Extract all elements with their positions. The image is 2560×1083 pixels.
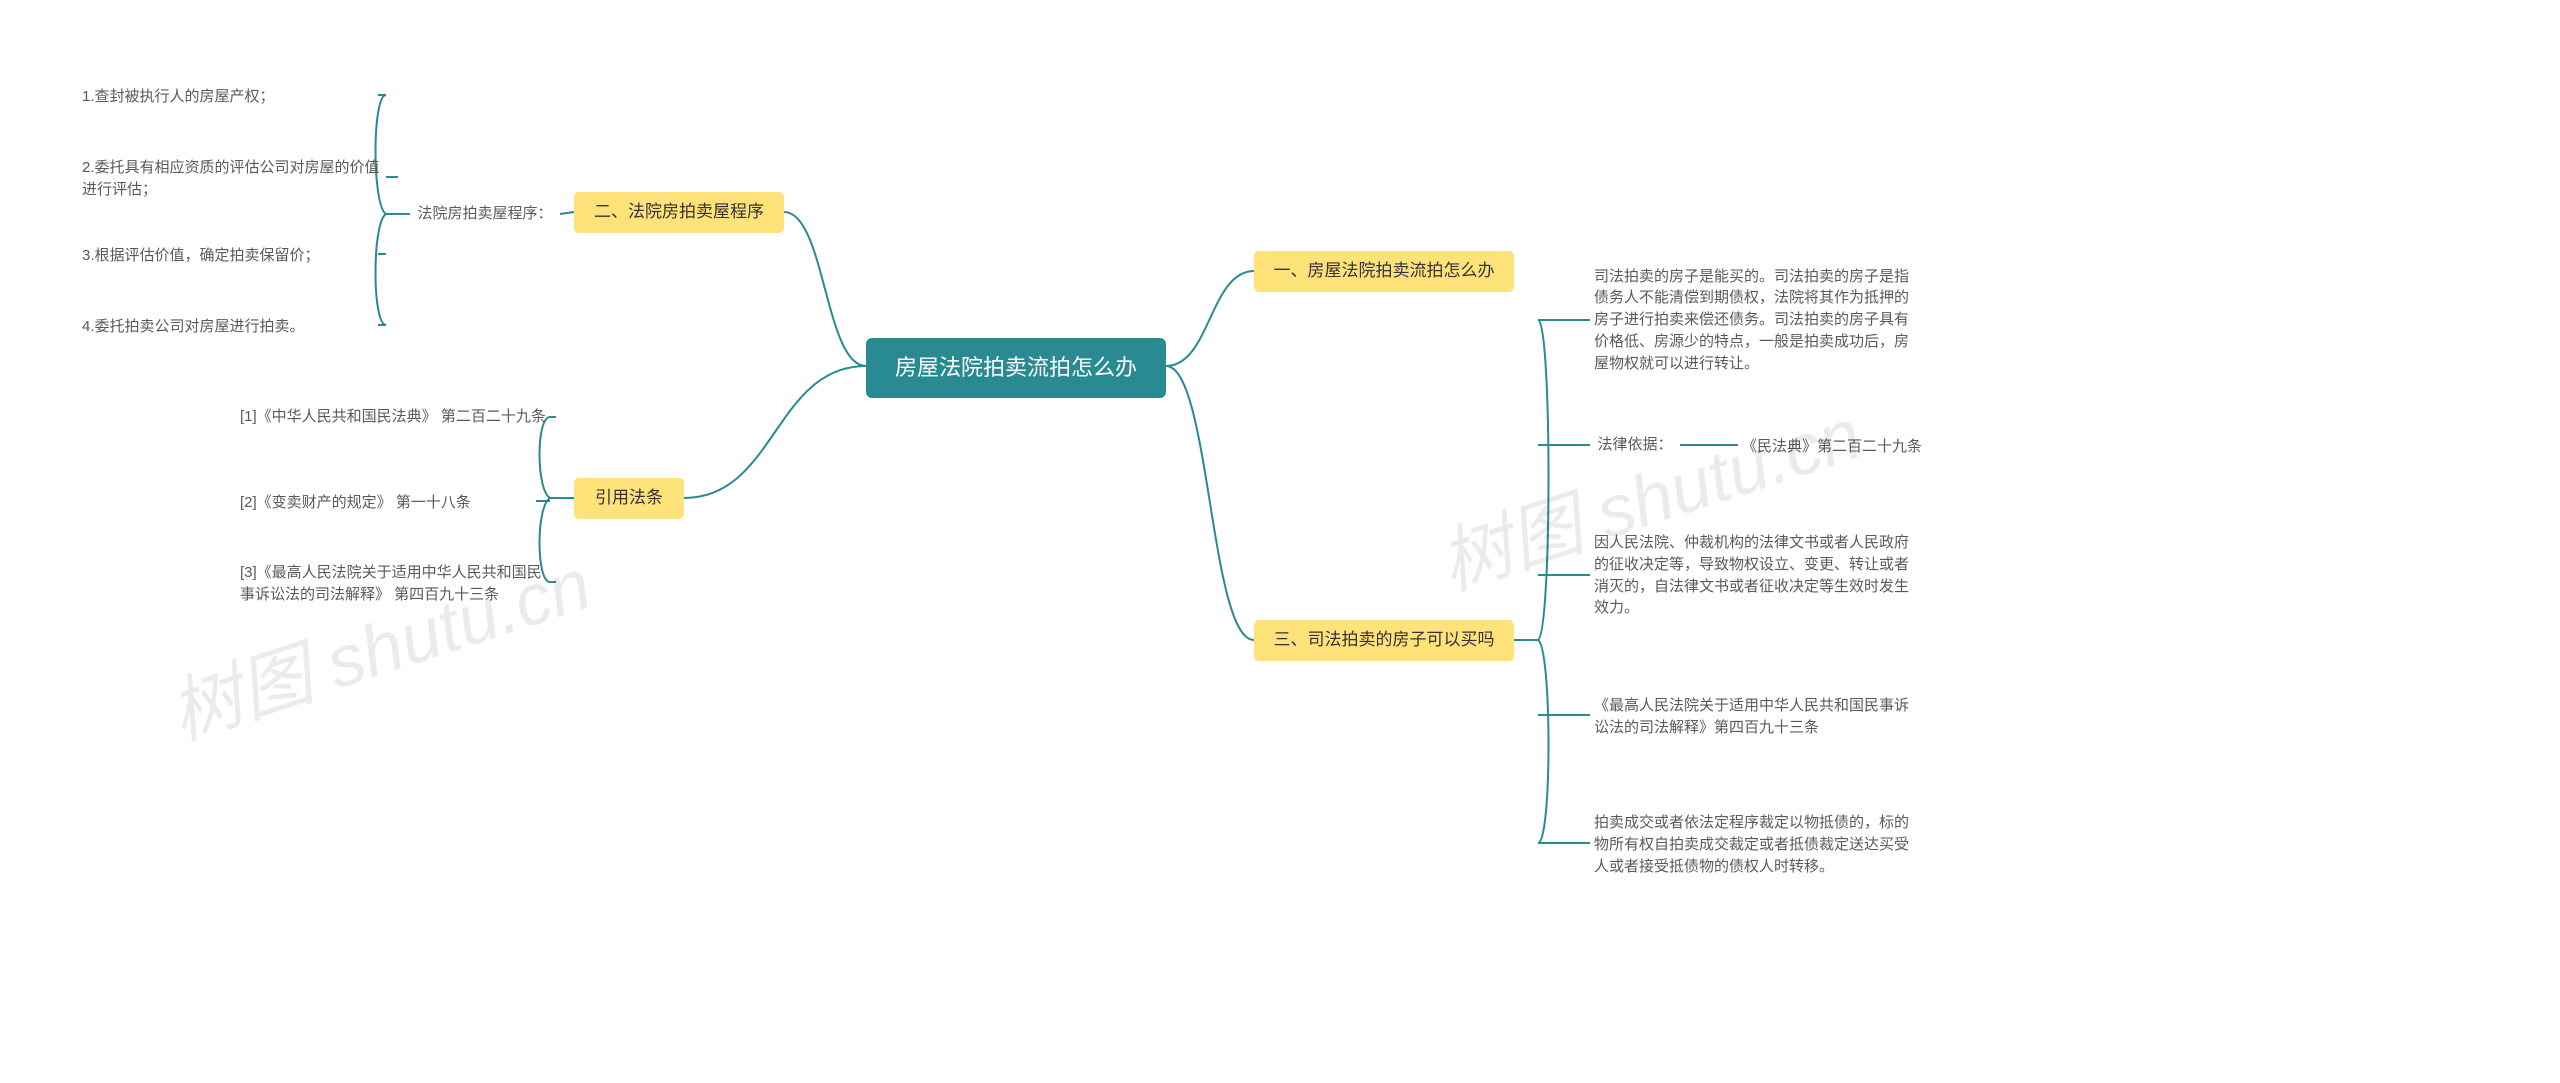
leaf-s3-3: 因人民法院、仲裁机构的法律文书或者人民政府的征收决定等，导致物权设立、变更、转让…	[1590, 530, 1920, 621]
mindmap-root: 房屋法院拍卖流拍怎么办	[866, 338, 1166, 398]
leaf-s2-4: 4.委托拍卖公司对房屋进行拍卖。	[78, 314, 378, 340]
leaf-s2-2: 2.委托具有相应资质的评估公司对房屋的价值进行评估；	[78, 155, 398, 203]
leaf-s3-4: 《最高人民法院关于适用中华人民共和国民事诉讼法的司法解释》第四百九十三条	[1590, 693, 1920, 741]
leaf-s3-1: 司法拍卖的房子是能买的。司法拍卖的房子是指债务人不能清偿到期债权，法院将其作为抵…	[1590, 260, 1920, 380]
leaf-s2-3: 3.根据评估价值，确定拍卖保留价；	[78, 243, 378, 269]
leaf-ref-1: [1]《中华人民共和国民法典》 第二百二十九条	[236, 395, 556, 439]
leaf-ref-3: [3]《最高人民法院关于适用中华人民共和国民事诉讼法的司法解释》 第四百九十三条	[236, 560, 556, 608]
node-section1: 一、房屋法院拍卖流拍怎么办	[1254, 251, 1514, 292]
label-section2-procedure: 法院房拍卖屋程序：	[410, 203, 560, 225]
leaf-s2-1: 1.查封被执行人的房屋产权；	[78, 84, 378, 110]
node-refs: 引用法条	[574, 478, 684, 519]
leaf-ref-2: [2]《变卖财产的规定》 第一十八条	[236, 490, 536, 516]
leaf-s3-5: 拍卖成交或者依法定程序裁定以物抵债的，标的物所有权自拍卖成交裁定或者抵债裁定送达…	[1590, 810, 1920, 879]
label-section3-legal: 法律依据：	[1590, 434, 1680, 456]
node-section2: 二、法院房拍卖屋程序	[574, 192, 784, 233]
node-section3: 三、司法拍卖的房子可以买吗	[1254, 620, 1514, 661]
leaf-s3-2: 《民法典》第二百二十九条	[1738, 434, 1938, 460]
